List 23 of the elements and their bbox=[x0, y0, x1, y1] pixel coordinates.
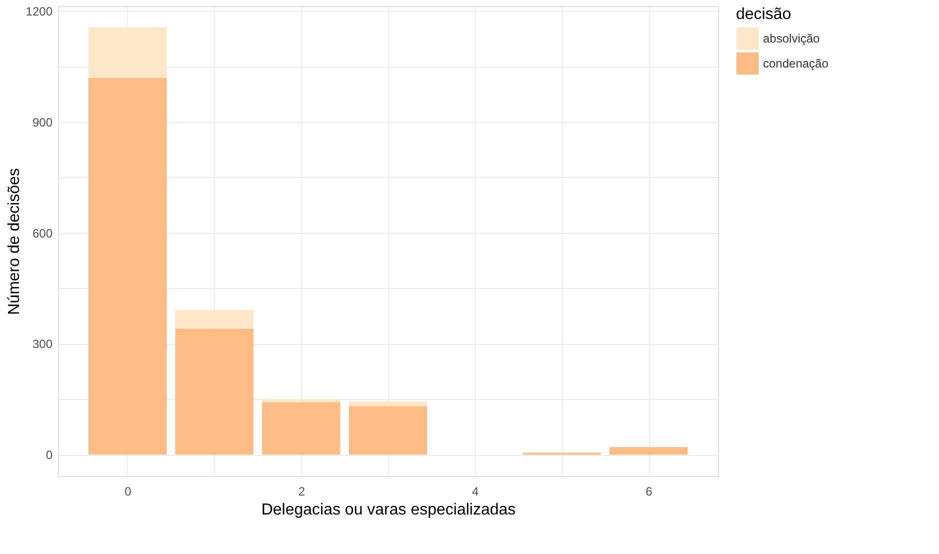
bar bbox=[262, 399, 340, 402]
x-axis-title: Delegacias ou varas especializadas bbox=[261, 502, 516, 518]
bar bbox=[175, 310, 254, 329]
y-tick-label: 1200 bbox=[26, 4, 53, 19]
x-tick-label: 0 bbox=[124, 484, 132, 498]
bar bbox=[175, 328, 254, 455]
y-tick-label: 0 bbox=[46, 448, 53, 462]
bar bbox=[262, 402, 340, 455]
legend-label: absolvição bbox=[763, 32, 820, 46]
y-tick-label: 900 bbox=[32, 116, 53, 130]
legend-title: decisão bbox=[736, 6, 792, 23]
bar bbox=[348, 401, 428, 406]
y-axis-title: Número de decisões bbox=[6, 168, 23, 315]
y-tick-label: 600 bbox=[32, 226, 53, 240]
bar bbox=[609, 447, 688, 455]
bar bbox=[348, 406, 428, 455]
bar bbox=[88, 78, 167, 455]
legend-label: condenação bbox=[763, 56, 829, 70]
y-tick-label: 300 bbox=[32, 337, 53, 352]
x-tick-label: 4 bbox=[472, 484, 479, 498]
bar bbox=[88, 27, 167, 78]
x-tick-label: 6 bbox=[646, 484, 653, 498]
x-tick-label: 2 bbox=[298, 484, 306, 498]
